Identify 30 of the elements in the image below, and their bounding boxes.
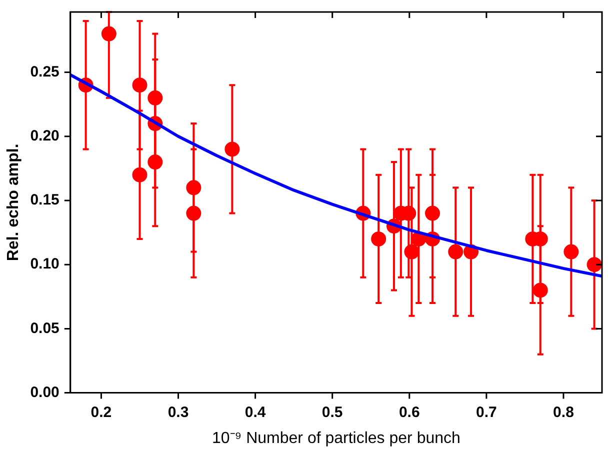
point [404, 244, 420, 260]
y-axis-title: Rel. echo ampl. [5, 144, 22, 262]
y-tick-label: 0.15 [30, 192, 60, 209]
point [132, 167, 148, 182]
x-tick-label: 0.2 [90, 404, 112, 421]
x-tick-label: 0.8 [553, 404, 574, 421]
y-tick-label: 0.00 [30, 384, 60, 401]
point [532, 282, 548, 298]
x-tick-label: 0.4 [244, 404, 266, 421]
point [186, 206, 202, 221]
x-tick-label: 0.7 [476, 404, 497, 421]
point [448, 244, 464, 260]
point [186, 180, 202, 196]
point [425, 206, 440, 221]
y-tick-label: 0.20 [30, 128, 60, 145]
point [148, 154, 163, 170]
point [564, 244, 579, 260]
y-tick-label: 0.05 [30, 320, 60, 337]
point [148, 90, 163, 106]
x-tick-label: 0.5 [322, 404, 343, 421]
point [586, 257, 602, 272]
point [224, 142, 240, 157]
y-tick-label: 0.25 [30, 63, 60, 80]
point [371, 231, 386, 246]
x-tick-label: 0.3 [168, 404, 189, 421]
point [101, 26, 116, 42]
y-tick-label: 0.10 [30, 256, 60, 273]
point [132, 78, 148, 93]
x-axis-title: 10⁻⁹ Number of particles per bunch [212, 430, 460, 447]
x-tick-label: 0.6 [398, 404, 420, 421]
